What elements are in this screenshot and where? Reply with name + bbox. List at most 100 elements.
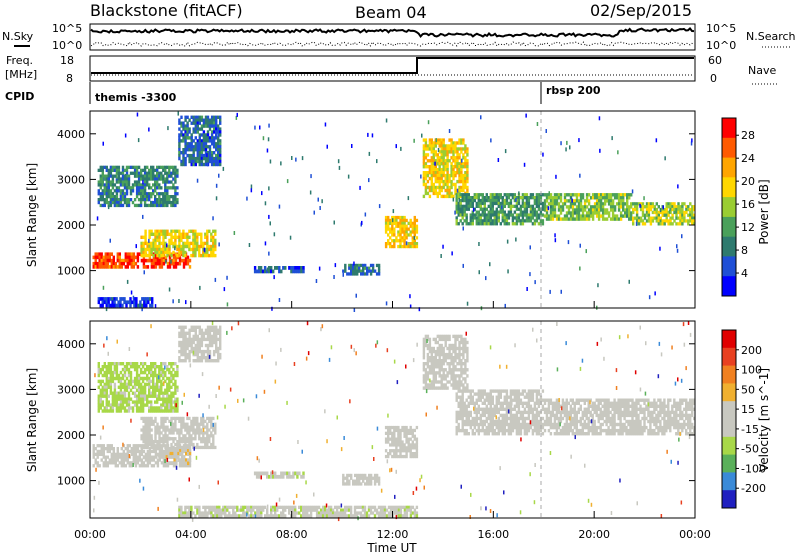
- data-cell-r5: [354, 272, 357, 276]
- data-cell-r8: [541, 219, 545, 223]
- data-cell-r7: [424, 176, 428, 181]
- data-cell-r7: [440, 138, 443, 142]
- data-cell-r0: [118, 258, 121, 263]
- data-cell-r2: [117, 200, 121, 205]
- data-cell-r3: [150, 391, 153, 395]
- data-cell-r0: [154, 455, 158, 459]
- data-cell-r8: [481, 207, 484, 211]
- data-cell-r3: [107, 362, 110, 366]
- data-cell-r9: [557, 208, 561, 212]
- noise-cell: [560, 141, 562, 146]
- data-cell-r2: [101, 165, 104, 169]
- data-cell-r9: [617, 196, 621, 200]
- data-cell-r2: [180, 445, 183, 450]
- data-cell-r3: [200, 153, 204, 158]
- data-cell-r10: [665, 205, 668, 209]
- data-cell-r4: [188, 334, 191, 339]
- data-cell-r6: [387, 242, 390, 246]
- data-cell-r3: [172, 409, 175, 413]
- colorbar-tick-label: 12: [741, 221, 755, 234]
- data-cell-r10: [689, 202, 692, 206]
- data-cell-r3: [141, 403, 145, 407]
- data-cell-r8: [505, 213, 509, 217]
- data-cell-r9: [591, 205, 595, 209]
- data-cell-r3: [198, 151, 201, 155]
- data-cell-r10: [663, 219, 666, 223]
- data-cell-r3: [210, 159, 214, 164]
- data-cell-r11: [131, 300, 134, 305]
- noise-cell: [223, 287, 226, 292]
- data-cell-r2: [164, 437, 167, 441]
- data-cell-r4: [196, 337, 199, 342]
- data-cell-r5: [360, 272, 363, 276]
- data-cell-r0: [110, 447, 113, 451]
- data-cell-r4: [206, 325, 210, 329]
- data-cell-r10: [641, 205, 645, 209]
- data-cell-r1: [188, 458, 192, 462]
- data-cell-r2: [150, 428, 153, 432]
- data-cell-r7: [464, 147, 467, 151]
- data-cell-r8: [422, 362, 426, 366]
- data-cell-r0: [118, 255, 121, 260]
- data-cell-r2: [152, 192, 155, 196]
- data-cell-r2: [150, 422, 153, 426]
- data-cell-r8: [497, 204, 500, 208]
- data-cell-r9: [545, 208, 549, 212]
- noise-cell: [526, 287, 528, 291]
- data-cell-r3: [192, 115, 195, 119]
- data-cell-r8: [475, 204, 478, 208]
- data-cell-r7: [430, 188, 433, 193]
- data-cell-r4: [259, 266, 263, 270]
- data-cell-r0: [140, 452, 144, 456]
- data-cell-r3: [127, 367, 131, 372]
- data-cell-r9: [561, 202, 565, 206]
- data-cell-r9: [597, 205, 601, 209]
- data-cell-r4: [298, 269, 301, 274]
- data-cell-r4: [180, 325, 183, 329]
- data-cell-r7: [432, 191, 435, 196]
- data-cell-r9: [615, 202, 619, 206]
- data-cell-r8: [529, 196, 533, 200]
- data-cell-r0: [186, 255, 190, 260]
- data-cell-r2: [214, 425, 217, 429]
- data-cell-r7: [438, 138, 441, 142]
- data-cell-r0: [156, 255, 160, 260]
- data-cell-r0: [126, 458, 129, 462]
- data-cell-r3: [119, 394, 123, 398]
- data-cell-r2: [154, 168, 157, 172]
- data-cell-r2: [200, 445, 203, 450]
- noise-cell: [130, 290, 133, 295]
- data-cell-r8: [519, 222, 523, 226]
- data-cell-r9: [477, 416, 480, 421]
- data-cell-r2: [135, 189, 139, 193]
- data-cell-r10: [653, 207, 656, 212]
- data-cell-r3: [154, 365, 157, 369]
- data-cell-r7: [393, 431, 396, 435]
- data-cell-r2: [137, 192, 141, 196]
- data-cell-r3: [176, 365, 179, 369]
- data-cell-r8: [466, 386, 469, 390]
- data-cell-r2: [192, 445, 195, 450]
- data-cell-r10: [651, 205, 655, 209]
- data-cell-r8: [505, 222, 509, 226]
- data-cell-r2: [156, 422, 159, 426]
- data-cell-r3: [160, 362, 163, 366]
- data-cell-r8: [458, 352, 461, 357]
- beam-title: Beam 04: [355, 3, 427, 22]
- data-cell-r2: [166, 171, 169, 175]
- data-cell-r10: [661, 219, 664, 223]
- data-cell-r6: [411, 242, 414, 246]
- noise-cell: [579, 173, 581, 178]
- data-cell-r7: [466, 165, 469, 169]
- data-cell-r8: [459, 193, 462, 197]
- data-cell-r4: [198, 343, 201, 348]
- data-cell-r8: [521, 216, 525, 220]
- data-cell-r1: [144, 250, 147, 255]
- data-cell-r9: [595, 211, 599, 215]
- data-cell-r4: [182, 359, 185, 363]
- data-cell-r2: [190, 440, 193, 444]
- data-cell-r2: [117, 189, 121, 193]
- data-cell-r2: [105, 192, 108, 196]
- data-cell-r10: [687, 213, 690, 217]
- data-cell-r9: [455, 398, 458, 402]
